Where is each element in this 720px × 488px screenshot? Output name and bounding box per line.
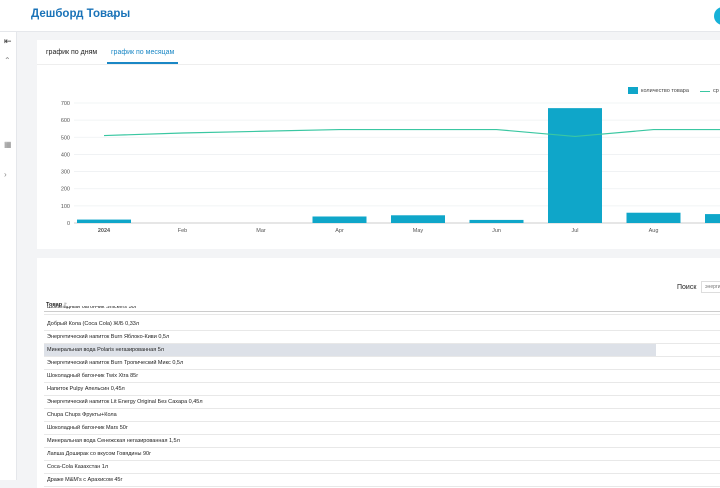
table-row[interactable]: Минеральная вода Сенежская негазированна…	[44, 435, 720, 448]
bar-may[interactable]	[391, 215, 445, 223]
bar-sep[interactable]	[705, 214, 720, 223]
x-tick-label: Jul	[571, 228, 578, 234]
y-tick-label: 600	[61, 118, 70, 124]
row-highlight	[44, 344, 656, 356]
chevron-down-icon[interactable]: ⌄	[111, 9, 119, 19]
search-label: Поиск	[677, 284, 697, 291]
table-row[interactable]: Лапша Доширак со вкусом Говядины 90г	[44, 448, 720, 461]
table-row[interactable]: Энергетический напиток Burn Яблоко-Киви …	[44, 331, 720, 344]
y-tick-label: 100	[61, 204, 70, 210]
bar-apr[interactable]	[312, 216, 367, 223]
x-tick-label: Jun	[492, 228, 501, 234]
table-row[interactable]: Шоколадный батончик Mars 50г	[44, 422, 720, 435]
bar-2024[interactable]	[77, 219, 131, 223]
chart-card	[37, 40, 720, 249]
column-header-product[interactable]: Товар	[46, 302, 63, 308]
y-tick-label: 700	[61, 101, 70, 107]
bar-jul[interactable]	[548, 108, 602, 223]
legend-bar-label[interactable]: количество товара	[641, 88, 689, 94]
monthly-chart: 0 100 200 300 400 500 600 700 2024 Feb Mar Apr May J…	[61, 101, 720, 234]
bar-jun[interactable]	[469, 219, 524, 223]
table-cell: Драже M&M's с Арахисом 45г	[47, 477, 123, 483]
table-cell: Напиток Pulpy Апельсин 0,45л	[47, 386, 125, 392]
legend-line-label[interactable]: ср	[713, 88, 719, 94]
chevron-up-icon[interactable]: ⌃	[4, 56, 11, 65]
table-cell: Coca-Cola Казахстан 1л	[47, 464, 109, 470]
search-input[interactable]	[701, 281, 720, 293]
table-row[interactable]: Энергетический напиток Lit Energy Origin…	[44, 396, 720, 409]
bar-aug[interactable]	[626, 212, 681, 223]
tab-divider	[37, 64, 720, 65]
tab-daily[interactable]: график по дням	[46, 49, 98, 56]
table-card	[37, 258, 720, 488]
top-bar: Дешборд Товары ⌄	[0, 0, 720, 32]
table-cell: Минеральная вода Polaris негазированная …	[47, 347, 164, 353]
y-tick-label: 200	[61, 187, 70, 193]
y-tick-label: 300	[61, 170, 70, 176]
table-cell: Энергетический напиток Burn Тропический …	[47, 360, 184, 366]
table-cell: Минеральная вода Сенежская негазированна…	[47, 438, 180, 444]
table-cell: Шоколадный батончик Snickers 50г	[47, 306, 137, 310]
x-tick-label: Mar	[256, 228, 266, 234]
average-line[interactable]	[103, 128, 720, 138]
table-row[interactable]: Энергетический напиток Burn Тропический …	[44, 357, 720, 370]
legend-line-swatch	[700, 91, 710, 92]
table-cell: Лапша Доширак со вкусом Говядины 90г	[47, 451, 152, 457]
page-title: Дешборд Товары	[31, 8, 131, 20]
table-cell: Шоколадный батончик Mars 50г	[47, 425, 128, 431]
table-row[interactable]: Шоколадный батончик Snickers 50г	[44, 306, 720, 315]
x-tick-label: 2024	[98, 228, 111, 234]
table-row[interactable]: Шоколадный батончик Twix Xtra 85г	[44, 370, 720, 383]
collapse-sidebar-icon[interactable]: ⇤	[4, 36, 12, 46]
active-tab-indicator	[107, 62, 178, 64]
table-row[interactable]: Coca-Cola Казахстан 1л	[44, 461, 720, 474]
chevron-right-icon[interactable]: ›	[4, 170, 7, 179]
y-tick-label: 400	[61, 152, 70, 158]
table-cell: Шоколадный батончик Twix Xtra 85г	[47, 373, 139, 379]
table-row[interactable]: Напиток Pulpy Апельсин 0,45л	[44, 383, 720, 396]
table-row[interactable]: Chupa Chups Фрукты+Кола	[44, 409, 720, 422]
x-tick-label: Feb	[178, 228, 187, 234]
tab-monthly[interactable]: график по месяцам	[111, 49, 175, 56]
table-cell: Энергетический напиток Burn Яблоко-Киви …	[47, 334, 170, 340]
table-cell: Энергетический напиток Lit Energy Origin…	[47, 399, 203, 405]
calendar-icon[interactable]: ▦	[4, 140, 12, 149]
x-tick-label: May	[413, 228, 424, 234]
header-divider	[44, 311, 720, 312]
sort-icon[interactable]: ⇵	[63, 302, 68, 308]
left-sidebar: ⇤ ⌃ ▦ ›	[0, 32, 17, 480]
x-tick-label: Apr	[335, 228, 344, 234]
table-row[interactable]: Минеральная вода Polaris негазированная …	[44, 344, 720, 357]
table-row[interactable]: Добрый Колa (Coca Cola) Ж/Б 0,33л	[44, 318, 720, 331]
avatar[interactable]	[714, 7, 720, 25]
table-cell: Chupa Chups Фрукты+Кола	[47, 412, 117, 418]
x-tick-label: Aug	[649, 228, 659, 234]
legend-bar-swatch	[628, 87, 638, 94]
y-tick-label: 500	[61, 135, 70, 141]
table-row[interactable]: Драже M&M's с Арахисом 45г	[44, 474, 720, 487]
table-cell: Добрый Колa (Coca Cola) Ж/Б 0,33л	[47, 321, 140, 327]
y-tick-label: 0	[67, 221, 70, 227]
